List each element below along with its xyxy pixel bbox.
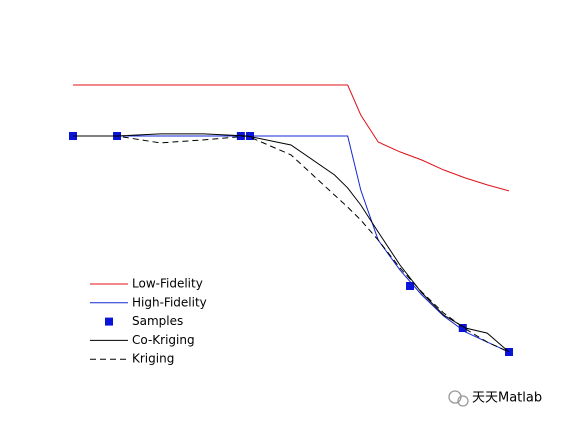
series-line: [73, 84, 510, 192]
series-line: [73, 135, 510, 353]
series-line: [73, 133, 510, 353]
sample-marker: [246, 132, 255, 140]
legend-label: Samples: [132, 314, 183, 328]
legend-marker: [105, 317, 113, 326]
legend-label: High-Fidelity: [132, 295, 207, 309]
legend-label: Low-Fidelity: [132, 277, 203, 291]
watermark: 天天Matlab: [472, 391, 542, 406]
watermark-icon: [448, 390, 469, 407]
sample-marker: [458, 324, 467, 332]
sample-marker: [406, 282, 415, 290]
legend-label: Kriging: [132, 352, 174, 366]
legend-label: Co-Kriging: [132, 333, 195, 347]
